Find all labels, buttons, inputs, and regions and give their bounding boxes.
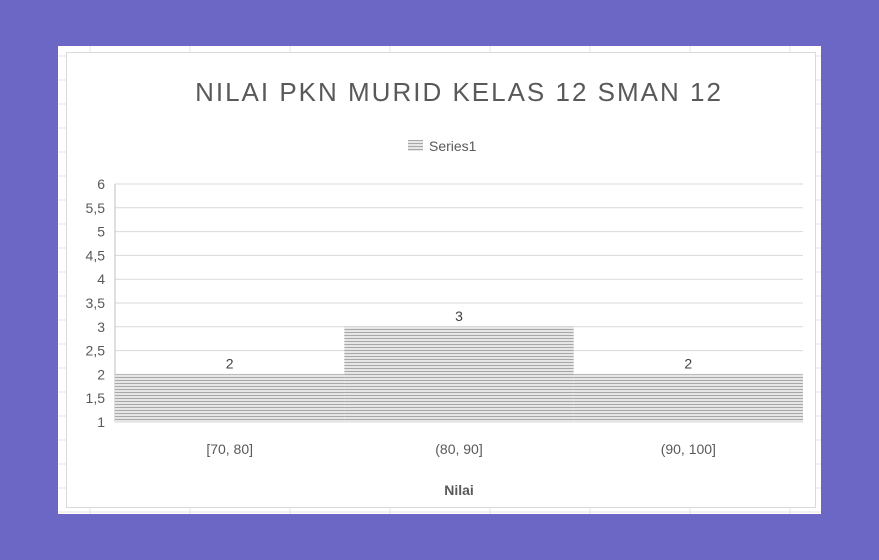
y-tick-label: 2,5 bbox=[86, 343, 106, 359]
spreadsheet-sheet: NILAI PKN MURID KELAS 12 SMAN 12 Series1… bbox=[58, 46, 821, 514]
y-tick-label: 5,5 bbox=[86, 200, 106, 216]
legend: Series1 bbox=[408, 138, 477, 154]
y-tick-label: 5 bbox=[97, 224, 105, 240]
histogram-chart: NILAI PKN MURID KELAS 12 SMAN 12 Series1… bbox=[86, 77, 803, 498]
chart-title: NILAI PKN MURID KELAS 12 SMAN 12 bbox=[195, 77, 723, 107]
bar bbox=[115, 374, 345, 422]
y-tick-label: 3,5 bbox=[86, 295, 106, 311]
bars bbox=[115, 326, 803, 422]
y-tick-label: 2 bbox=[97, 366, 105, 382]
y-tick-label: 4 bbox=[97, 271, 105, 287]
x-tick-label: (80, 90] bbox=[435, 441, 482, 457]
data-label: 3 bbox=[455, 308, 463, 324]
bar bbox=[573, 374, 803, 422]
x-axis-title: Nilai bbox=[444, 482, 474, 498]
data-labels: 2 3 2 bbox=[226, 308, 693, 372]
y-axis-tick-labels: 1 1,5 2 2,5 3 3,5 4 4,5 5 5,5 6 bbox=[86, 176, 106, 430]
x-tick-label: (90, 100] bbox=[661, 441, 716, 457]
chart-area[interactable]: NILAI PKN MURID KELAS 12 SMAN 12 Series1… bbox=[66, 52, 816, 508]
y-tick-label: 6 bbox=[97, 176, 105, 192]
data-label: 2 bbox=[684, 355, 692, 371]
y-tick-label: 4,5 bbox=[86, 247, 106, 263]
y-tick-label: 3 bbox=[97, 319, 105, 335]
legend-swatch bbox=[408, 140, 423, 151]
y-tick-label: 1,5 bbox=[86, 390, 106, 406]
x-tick-label: [70, 80] bbox=[206, 441, 253, 457]
legend-label: Series1 bbox=[429, 138, 477, 154]
data-label: 2 bbox=[226, 355, 234, 371]
x-axis-tick-labels: [70, 80] (80, 90] (90, 100] bbox=[206, 441, 716, 457]
bar bbox=[344, 326, 574, 422]
y-tick-label: 1 bbox=[97, 414, 105, 430]
